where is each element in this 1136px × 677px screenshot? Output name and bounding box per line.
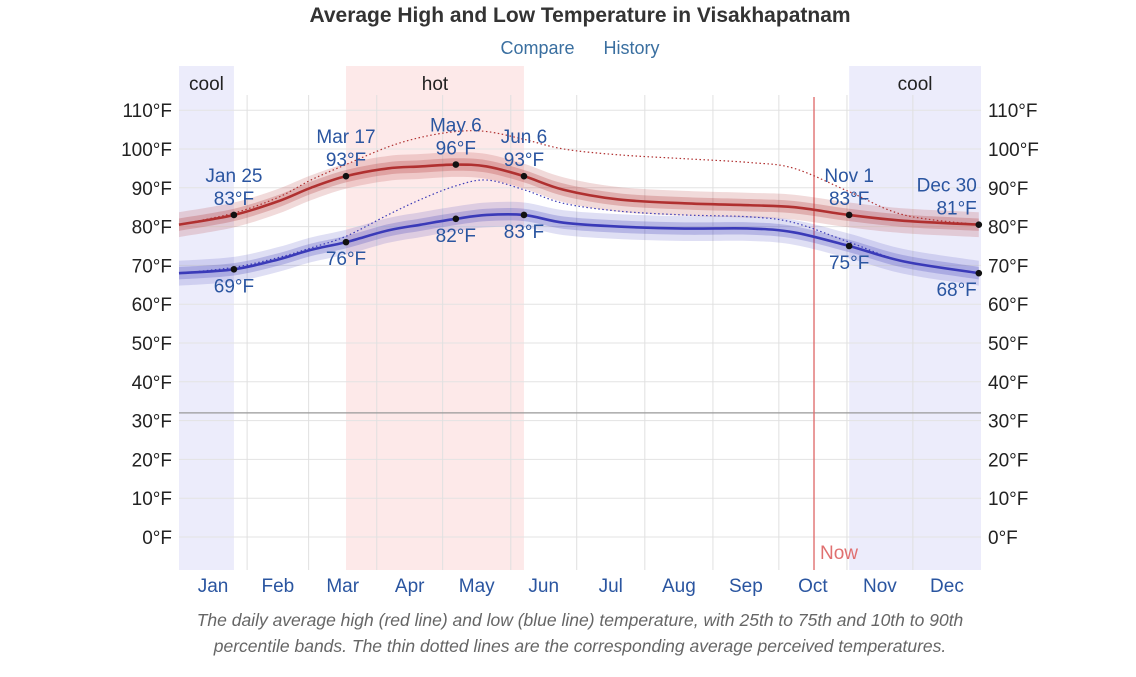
- annotation-point: [230, 211, 238, 219]
- month-label: Sep: [729, 576, 763, 597]
- low-band-10-90: [179, 201, 979, 286]
- annotation-value: 81°F: [936, 199, 976, 220]
- annotation-date: May 6: [430, 116, 482, 137]
- chart-title: Average High and Low Temperature in Visa…: [309, 4, 851, 27]
- annotation-value: 93°F: [326, 150, 366, 171]
- annotation-point: [845, 242, 853, 250]
- y-tick-label-left: 0°F: [142, 528, 172, 549]
- low-line: [178, 212, 980, 275]
- season-band-hot: [345, 66, 524, 570]
- annotation-point: [230, 265, 238, 273]
- annotation-value: 83°F: [829, 189, 869, 210]
- month-label: Nov: [863, 576, 897, 597]
- month-label: Aug: [662, 576, 696, 597]
- season-label-hot: hot: [422, 74, 449, 95]
- annotation-point: [975, 221, 983, 228]
- temperature-chart: cool hot cool 0°F 0°F 10°F 10°F 20°F 20°F 30°F 30°…: [121, 66, 1039, 597]
- high-line: [178, 163, 979, 226]
- y-tick-label-left: 10°F: [132, 489, 172, 510]
- y-tick-label-right: 80°F: [988, 218, 1028, 239]
- annotation-date: Jun 6: [501, 127, 547, 148]
- y-tick-label-right: 110°F: [988, 101, 1038, 122]
- month-label: May: [459, 576, 495, 597]
- annotation-point: [975, 269, 983, 277]
- y-tick-label-left: 20°F: [132, 450, 172, 471]
- y-tick-label-right: 0°F: [988, 528, 1018, 549]
- annotation-value: 75°F: [829, 253, 869, 274]
- y-tick-label-left: 90°F: [132, 179, 172, 200]
- high-band-10-90: [179, 152, 979, 238]
- annotation-date: Jan 25: [205, 166, 262, 187]
- month-label: Jan: [198, 576, 229, 597]
- high-band-25-75: [179, 158, 979, 231]
- caption-line-2: percentile bands. The thin dotted lines …: [213, 636, 947, 656]
- y-tick-label-right: 20°F: [988, 450, 1028, 471]
- history-link[interactable]: History: [603, 38, 660, 58]
- y-tick-label-right: 40°F: [988, 373, 1028, 394]
- annotation-point: [520, 172, 528, 180]
- y-tick-label-right: 60°F: [988, 295, 1028, 316]
- y-tick-label-right: 70°F: [988, 256, 1028, 277]
- low-band-25-75: [179, 208, 979, 280]
- month-label: Jul: [599, 576, 623, 597]
- month-label: Jun: [528, 576, 559, 597]
- annotation-point: [845, 211, 853, 219]
- y-tick-label-right: 50°F: [988, 334, 1028, 355]
- y-tick-label-left: 70°F: [132, 256, 172, 277]
- y-tick-label-right: 100°F: [988, 140, 1039, 161]
- annotation-point: [342, 238, 350, 246]
- annotation-value: 76°F: [326, 249, 366, 270]
- season-label-cool: cool: [189, 74, 224, 95]
- header-links: Compare History: [0, 38, 1136, 59]
- compare-link[interactable]: Compare: [500, 38, 575, 58]
- y-tick-label-left: 60°F: [132, 295, 172, 316]
- month-label: Apr: [395, 576, 425, 597]
- annotation-point: [520, 211, 528, 219]
- season-label-cool: cool: [898, 74, 933, 95]
- y-tick-label-right: 90°F: [988, 179, 1028, 200]
- y-tick-label-left: 50°F: [132, 334, 172, 355]
- annotation-point: [342, 172, 350, 180]
- annotation-point: [452, 215, 460, 223]
- season-band-cool: [849, 66, 981, 570]
- y-tick-label-left: 100°F: [121, 140, 172, 161]
- season-band-cool: [179, 66, 234, 570]
- annotation-date: Dec 30: [917, 176, 977, 197]
- annotation-value: 82°F: [436, 226, 476, 247]
- annotation-date: Nov 1: [824, 166, 874, 187]
- annotation-value: 69°F: [214, 276, 254, 297]
- caption-line-1: The daily average high (red line) and lo…: [196, 610, 964, 630]
- month-label: Feb: [262, 576, 295, 597]
- annotation-value: 96°F: [436, 139, 476, 160]
- y-tick-label-left: 80°F: [132, 218, 172, 239]
- y-tick-label-right: 10°F: [988, 489, 1028, 510]
- y-tick-label-left: 40°F: [132, 373, 172, 394]
- now-label: Now: [820, 543, 858, 564]
- y-tick-label-left: 110°F: [123, 101, 173, 122]
- annotation-point: [452, 161, 460, 168]
- y-tick-label-right: 30°F: [988, 412, 1028, 433]
- month-label: Oct: [798, 576, 828, 597]
- chart-caption: The daily average high (red line) and lo…: [60, 607, 1100, 659]
- month-label: Mar: [326, 576, 359, 597]
- annotation-value: 68°F: [936, 280, 976, 301]
- annotation-value: 93°F: [504, 150, 544, 171]
- month-label: Dec: [930, 576, 964, 597]
- annotation-value: 83°F: [214, 189, 254, 210]
- annotation-date: Mar 17: [316, 127, 375, 148]
- annotation-value: 83°F: [504, 222, 544, 243]
- y-tick-label-left: 30°F: [132, 412, 172, 433]
- low-perceived-line: [178, 179, 979, 274]
